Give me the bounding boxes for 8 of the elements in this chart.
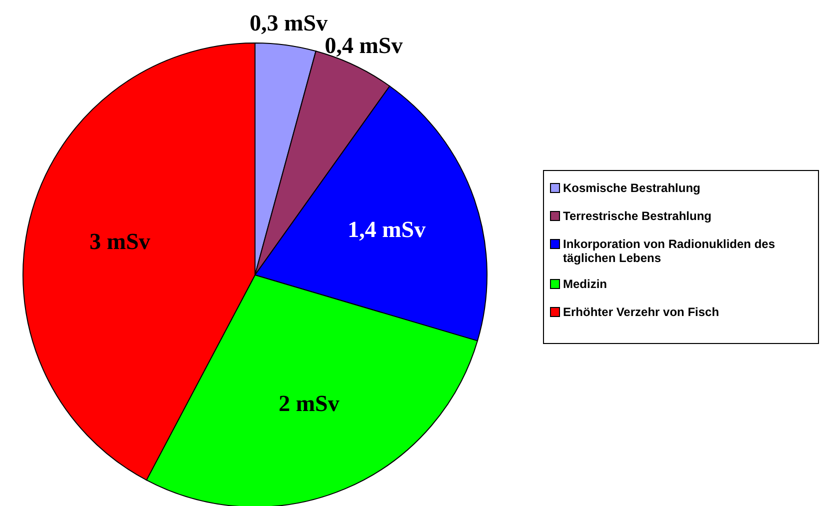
legend-label: Terrestrische Bestrahlung: [563, 209, 712, 223]
data-label: 1,4 mSv: [348, 217, 426, 242]
legend-label: Medizin: [563, 277, 607, 291]
data-label: 2 mSv: [278, 390, 340, 416]
data-label: 3 mSv: [90, 228, 151, 254]
legend-label: Erhöhter Verzehr von Fisch: [563, 305, 720, 319]
legend-label: Inkorporation von Radionukliden des täglichen Lebens: [563, 237, 776, 265]
legend-label: Kosmische Bestrahlung: [563, 181, 700, 195]
